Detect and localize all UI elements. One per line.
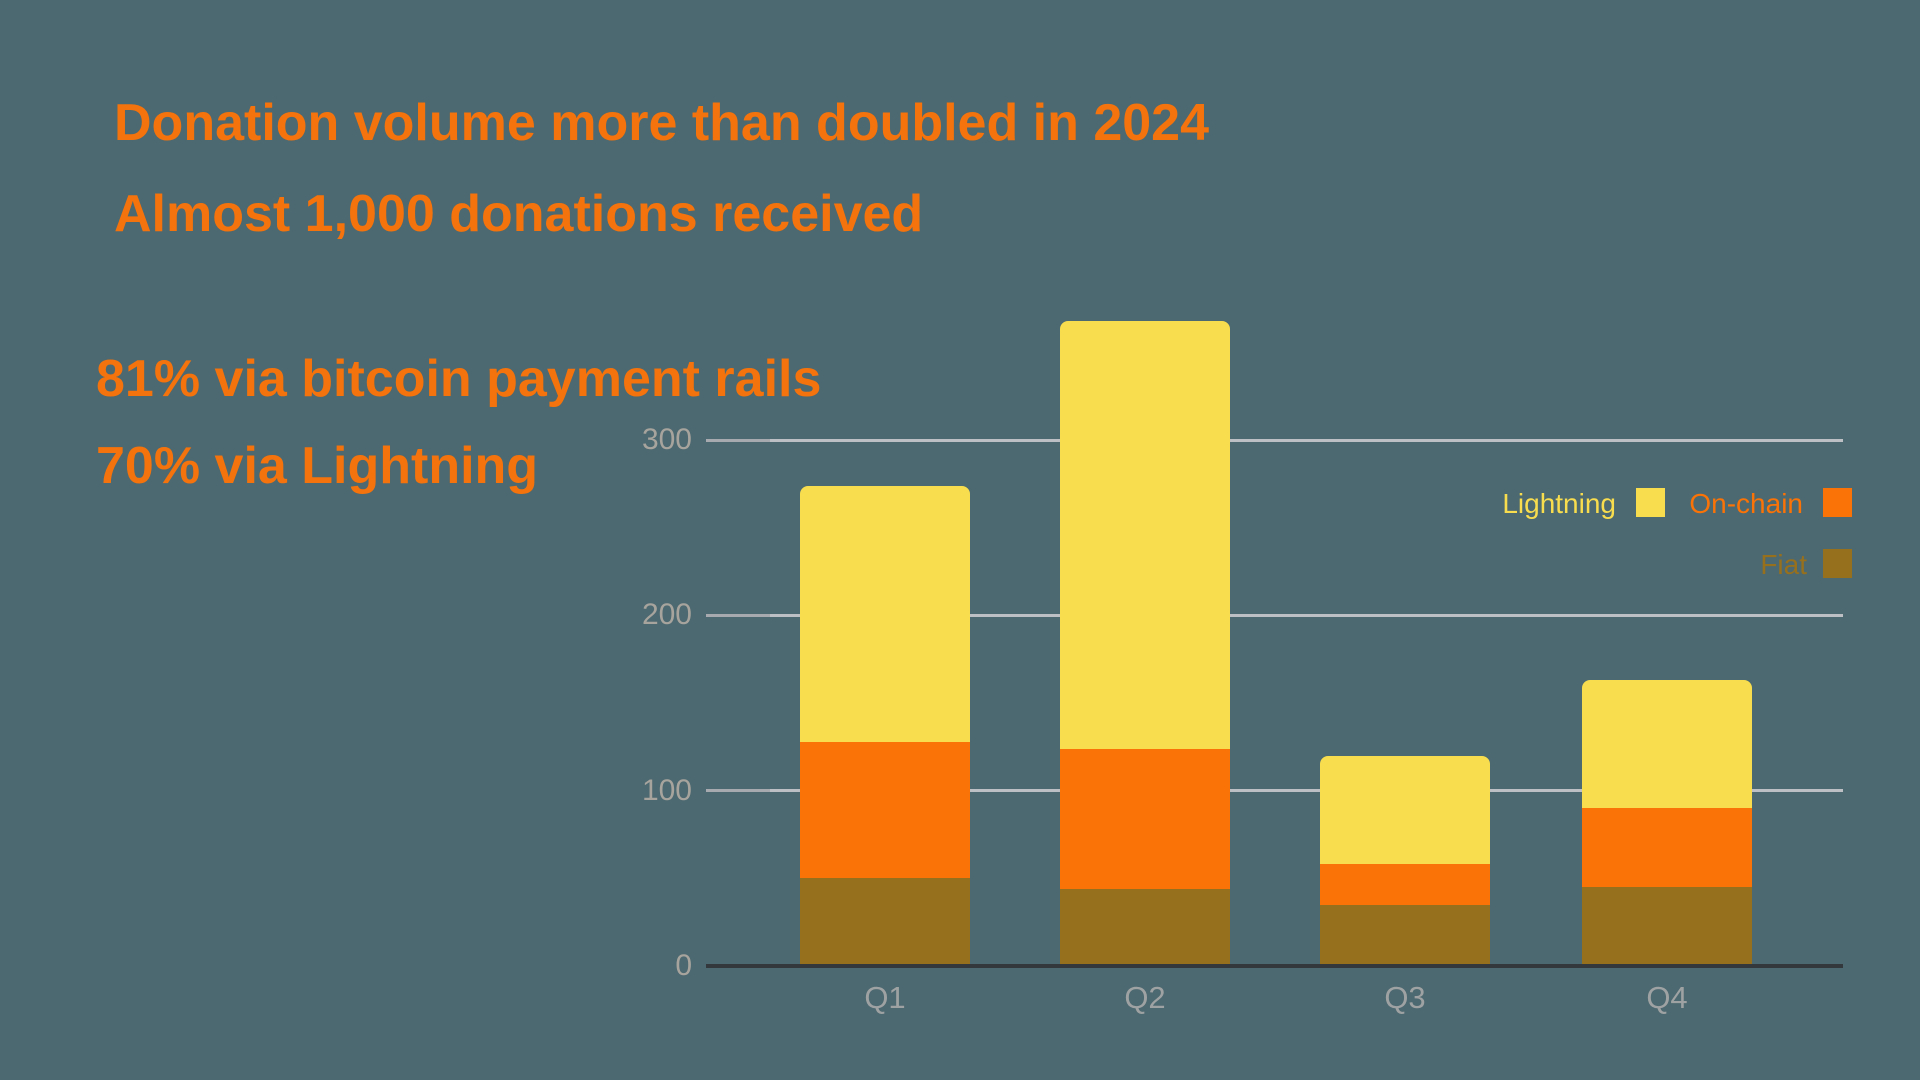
bar-q1-on-chain-segment xyxy=(800,741,970,879)
gridline-tick-100 xyxy=(706,789,770,793)
legend-label-onchain-text: On-chain xyxy=(1689,488,1803,519)
gridline-tick-300 xyxy=(706,438,770,442)
legend-swatch-lightning-icon xyxy=(1636,488,1665,517)
bar-q4-fiat-segment xyxy=(1582,887,1752,966)
legend-label-fiat-text: Fiat xyxy=(1760,549,1807,580)
bar-q2-fiat-segment xyxy=(1060,888,1230,966)
bar-q3-fiat-segment xyxy=(1320,904,1490,966)
legend-label-lightning-text: Lightning xyxy=(1502,488,1616,519)
legend-label-fiat: Fiat xyxy=(1760,550,1807,579)
y-axis-label-300: 300 xyxy=(641,423,692,456)
legend-label-onchain: On-chain xyxy=(1689,489,1803,518)
bar-q3-on-chain-segment xyxy=(1320,864,1490,905)
gridline-300 xyxy=(706,438,1843,442)
x-axis-label-q2: Q2 xyxy=(1124,980,1166,1015)
legend-swatch-fiat-icon xyxy=(1823,549,1852,578)
bar-q1-fiat-segment xyxy=(800,878,970,966)
y-axis-label-200: 200 xyxy=(641,598,692,632)
bar-q3-lightning-segment xyxy=(1320,755,1490,865)
x-axis-label-q3: Q3 xyxy=(1384,980,1426,1015)
x-axis-label-q4: Q4 xyxy=(1646,980,1688,1015)
y-axis-label-100: 100 xyxy=(641,773,692,807)
y-axis-label-0: 0 xyxy=(675,949,692,982)
x-axis-label-q1: Q1 xyxy=(864,980,906,1015)
stat-bitcoin-rails: 81% via bitcoin payment rails xyxy=(96,350,822,408)
bar-q2-on-chain-segment xyxy=(1060,748,1230,889)
legend-swatch-onchain-icon xyxy=(1823,488,1852,517)
stat-lightning: 70% via Lightning xyxy=(96,437,539,495)
bar-q1-lightning-segment xyxy=(800,485,970,742)
bar-q2-lightning-segment xyxy=(1060,320,1230,749)
bar-q4-on-chain-segment xyxy=(1582,808,1752,888)
headline-line-1: Donation volume more than doubled in 202… xyxy=(114,94,1210,152)
headline-line-2: Almost 1,000 donations received xyxy=(114,185,924,243)
legend-label-lightning: Lightning xyxy=(1502,489,1616,518)
bar-q4-lightning-segment xyxy=(1582,680,1752,809)
gridline-tick-200 xyxy=(706,613,770,617)
x-axis-baseline xyxy=(706,964,1843,968)
gridline-100 xyxy=(706,789,1843,793)
gridline-200 xyxy=(706,613,1843,617)
